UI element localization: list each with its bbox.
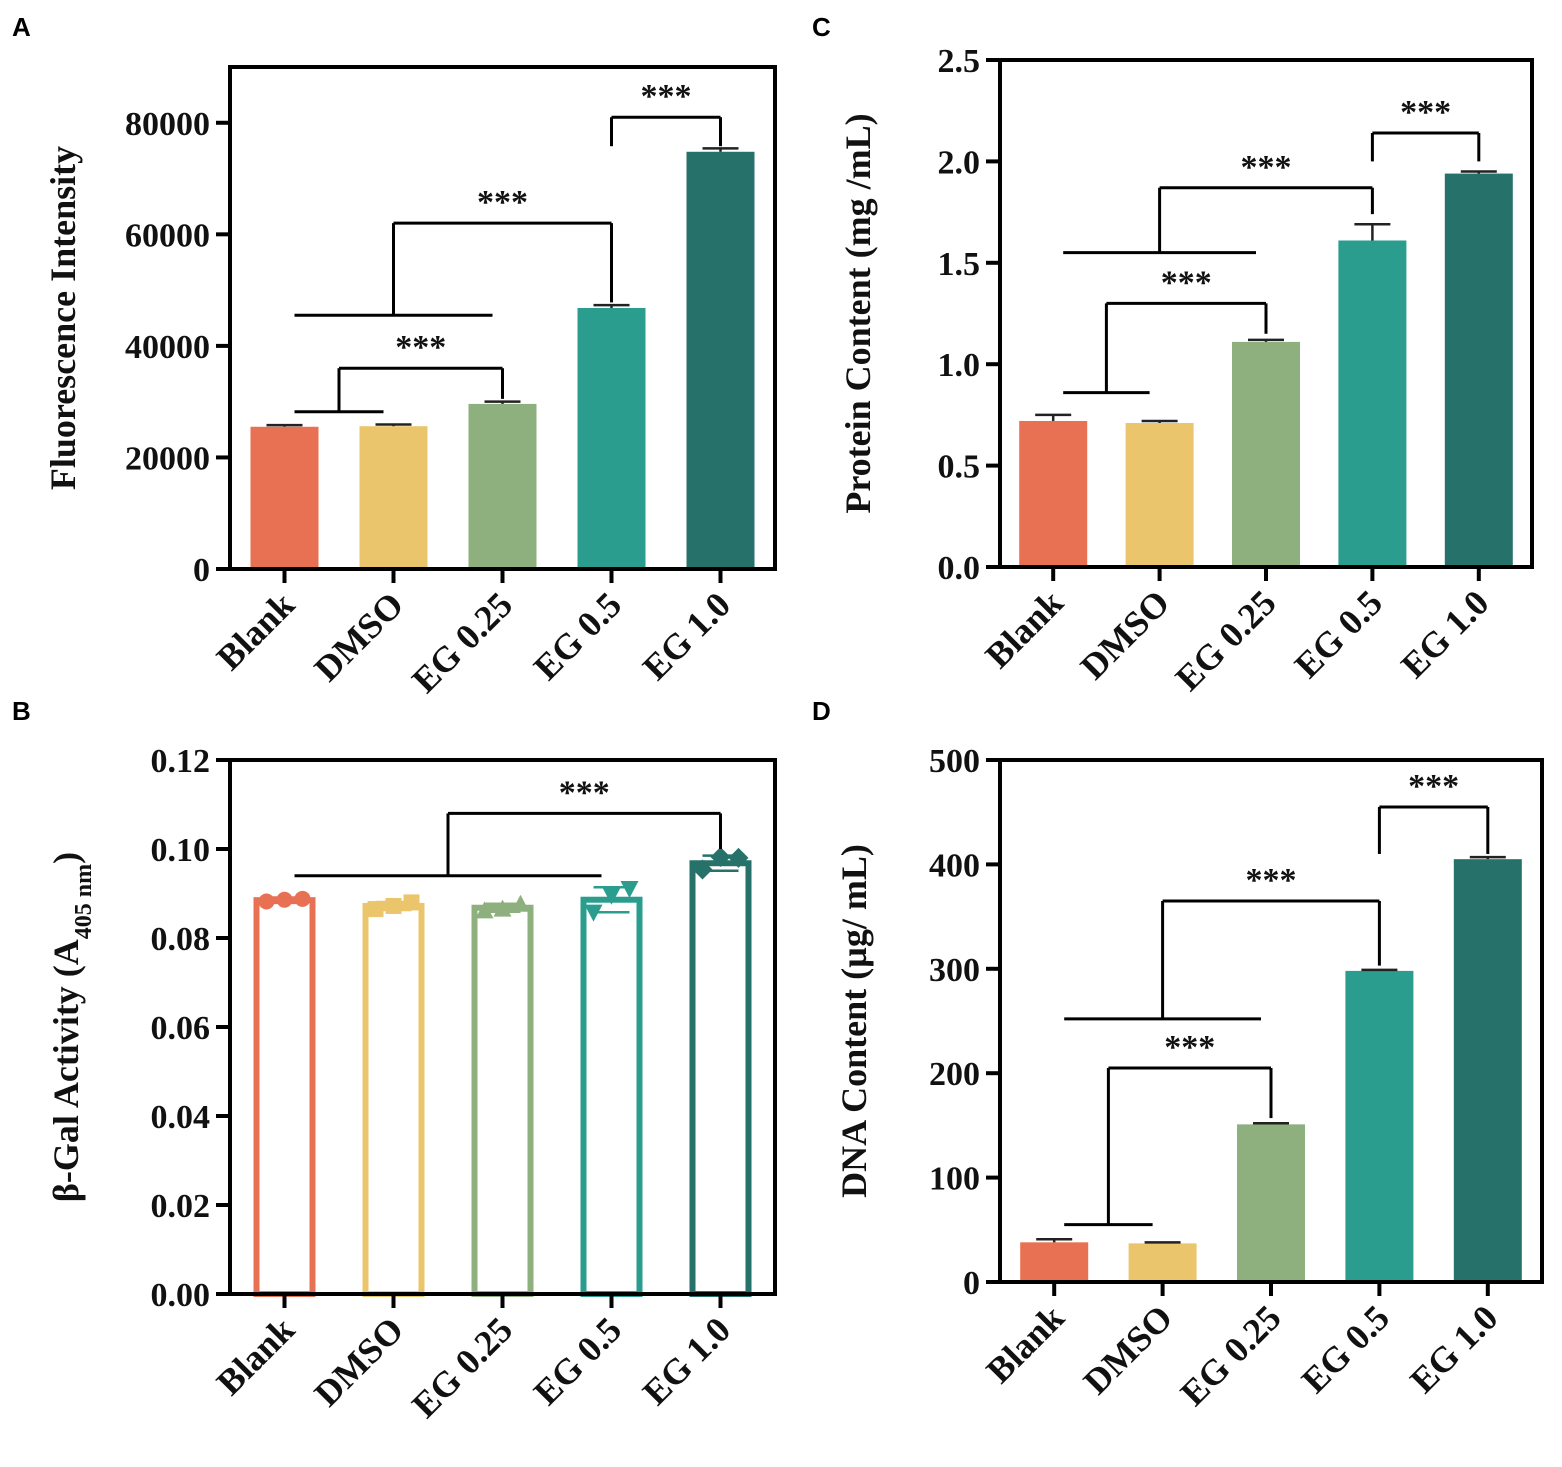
x-tick-label: EG 1.0 bbox=[1402, 1297, 1505, 1400]
bar bbox=[689, 860, 752, 1297]
y-tick-label: 400 bbox=[929, 847, 980, 884]
bar bbox=[1444, 173, 1513, 567]
significance-label: *** bbox=[559, 774, 610, 811]
bar bbox=[1128, 1243, 1197, 1282]
significance-label: *** bbox=[477, 184, 528, 221]
y-tick-label: 60000 bbox=[125, 217, 210, 254]
bar bbox=[1345, 970, 1414, 1282]
y-axis-title: DNA Content (µg/ mL) bbox=[834, 844, 874, 1198]
y-tick-label: 2.5 bbox=[938, 43, 981, 80]
x-tick-label: EG 0.25 bbox=[404, 584, 520, 700]
bar bbox=[250, 426, 319, 569]
y-tick-label: 0.10 bbox=[151, 832, 211, 869]
data-point bbox=[728, 847, 749, 868]
bar bbox=[1125, 423, 1194, 567]
y-tick-label: 0.08 bbox=[151, 921, 211, 958]
x-tick-label: EG 1.0 bbox=[1393, 582, 1496, 685]
x-tick-label: Blank bbox=[978, 1297, 1071, 1390]
significance-label: *** bbox=[1164, 1029, 1215, 1066]
y-tick-label: 0.00 bbox=[151, 1277, 211, 1314]
bar bbox=[686, 151, 755, 569]
y-tick-label: 1.5 bbox=[938, 246, 981, 283]
y-axis-title: Protein Content (mg /mL) bbox=[838, 113, 878, 513]
y-tick-label: 0 bbox=[193, 552, 210, 589]
y-tick-label: 300 bbox=[929, 952, 980, 989]
x-tick-label: EG 0.25 bbox=[1168, 582, 1284, 698]
y-tick-label: 0.04 bbox=[151, 1099, 211, 1136]
y-tick-label: 0 bbox=[963, 1265, 980, 1302]
panel-letter: A bbox=[12, 12, 31, 42]
significance-label: *** bbox=[1408, 768, 1459, 805]
data-point bbox=[294, 890, 311, 907]
y-tick-label: 0.0 bbox=[938, 550, 981, 587]
bar bbox=[471, 904, 534, 1297]
y-tick-label: 0.06 bbox=[151, 1010, 211, 1047]
bar bbox=[1453, 859, 1522, 1282]
data-point bbox=[620, 881, 639, 899]
x-tick-label: EG 0.25 bbox=[1173, 1297, 1289, 1413]
data-point bbox=[475, 901, 494, 919]
x-tick-label: EG 1.0 bbox=[635, 1309, 738, 1412]
x-tick-label: Blank bbox=[977, 582, 1070, 675]
y-tick-label: 20000 bbox=[125, 440, 210, 477]
bar bbox=[1237, 1124, 1305, 1282]
x-tick-label: DMSO bbox=[307, 1309, 412, 1414]
data-point bbox=[258, 893, 275, 910]
bar bbox=[1019, 420, 1088, 567]
significance-label: *** bbox=[1241, 149, 1292, 186]
x-tick-label: EG 0.5 bbox=[1294, 1297, 1397, 1400]
x-tick-label: EG 0.5 bbox=[1287, 582, 1390, 685]
bar bbox=[577, 307, 646, 569]
data-point bbox=[692, 859, 713, 880]
x-tick-label: DMSO bbox=[1076, 1297, 1181, 1402]
panel-letter: D bbox=[812, 696, 831, 726]
y-axis-title: Fluorescence Intensity bbox=[43, 146, 83, 490]
significance-label: *** bbox=[1400, 94, 1451, 131]
x-tick-label: EG 0.5 bbox=[526, 584, 629, 687]
bar bbox=[1338, 240, 1407, 567]
x-tick-label: EG 1.0 bbox=[635, 584, 738, 687]
x-tick-label: DMSO bbox=[307, 584, 412, 689]
x-tick-label: Blank bbox=[209, 584, 302, 677]
y-tick-label: 0.5 bbox=[938, 449, 981, 486]
significance-label: *** bbox=[1246, 862, 1297, 899]
y-axis-title: β-Gal Activity (A405 nm) bbox=[46, 852, 97, 1202]
y-tick-label: 500 bbox=[929, 743, 980, 780]
x-tick-label: Blank bbox=[209, 1309, 302, 1402]
bar bbox=[580, 896, 643, 1297]
y-tick-label: 40000 bbox=[125, 329, 210, 366]
bar bbox=[359, 426, 428, 569]
bar bbox=[253, 897, 316, 1297]
bar bbox=[468, 403, 537, 569]
significance-label: *** bbox=[1161, 264, 1212, 301]
y-tick-label: 200 bbox=[929, 1056, 980, 1093]
y-tick-label: 1.0 bbox=[938, 347, 981, 384]
y-tick-label: 80000 bbox=[125, 106, 210, 143]
significance-label: *** bbox=[641, 78, 692, 115]
y-tick-label: 0.02 bbox=[151, 1188, 211, 1225]
significance-label: *** bbox=[395, 329, 446, 366]
y-tick-label: 100 bbox=[929, 1161, 980, 1198]
panel-letter: B bbox=[12, 696, 31, 726]
bar bbox=[1020, 1242, 1089, 1282]
x-tick-label: EG 0.5 bbox=[526, 1309, 629, 1412]
bar bbox=[362, 902, 425, 1298]
x-tick-label: DMSO bbox=[1073, 582, 1178, 687]
panel-letter: C bbox=[812, 12, 831, 42]
bar bbox=[1232, 341, 1300, 567]
y-tick-label: 0.12 bbox=[151, 743, 211, 780]
y-tick-label: 2.0 bbox=[938, 144, 981, 181]
x-tick-label: EG 0.25 bbox=[404, 1309, 520, 1425]
